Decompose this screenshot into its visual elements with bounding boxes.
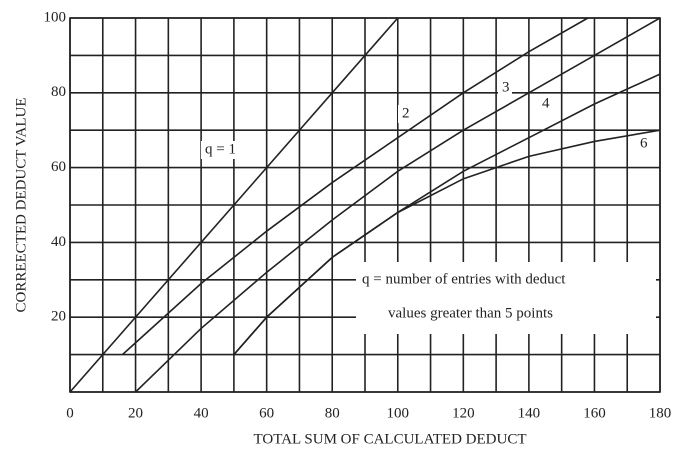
x-tick-label: 120 bbox=[452, 405, 475, 421]
curve-label-bg bbox=[538, 95, 552, 113]
annotation: q = number of entries with deduct bbox=[362, 271, 566, 287]
curve-label: 3 bbox=[502, 79, 510, 95]
x-axis-label: TOTAL SUM OF CALCULATED DEDUCT bbox=[254, 431, 527, 447]
annotation-box bbox=[356, 262, 656, 334]
curve bbox=[233, 129, 661, 356]
x-tick-label: 60 bbox=[259, 405, 274, 421]
y-tick-label: 20 bbox=[51, 309, 66, 325]
x-tick-label: 140 bbox=[518, 405, 541, 421]
y-axis-label: CORREECTED DEDUCT VALUE bbox=[13, 97, 29, 312]
x-tick-label: 0 bbox=[66, 405, 74, 421]
x-tick-label: 20 bbox=[128, 405, 143, 421]
x-tick-label: 180 bbox=[649, 405, 672, 421]
y-tick-label: 40 bbox=[51, 234, 66, 250]
x-tick-label: 100 bbox=[387, 405, 410, 421]
curve bbox=[69, 17, 399, 393]
curve-label: q = 1 bbox=[205, 141, 236, 157]
curve-label: 6 bbox=[640, 135, 648, 151]
curve-label-bg bbox=[498, 79, 512, 97]
y-tick-label: 100 bbox=[44, 9, 67, 25]
curve-label-bg bbox=[636, 135, 650, 153]
y-tick-label: 80 bbox=[51, 84, 66, 100]
curve bbox=[121, 17, 589, 356]
x-tick-label: 160 bbox=[583, 405, 606, 421]
annotation: values greater than 5 points bbox=[388, 305, 553, 321]
curve-label: 4 bbox=[542, 95, 550, 111]
x-tick-label: 80 bbox=[325, 405, 340, 421]
y-tick-label: 60 bbox=[51, 159, 66, 175]
curve-label-bg bbox=[201, 141, 245, 159]
plot-frame bbox=[69, 17, 661, 393]
curve-label-bg bbox=[398, 105, 412, 123]
curve-label: 2 bbox=[402, 105, 410, 121]
x-tick-label: 40 bbox=[194, 405, 209, 421]
curve bbox=[134, 17, 661, 393]
